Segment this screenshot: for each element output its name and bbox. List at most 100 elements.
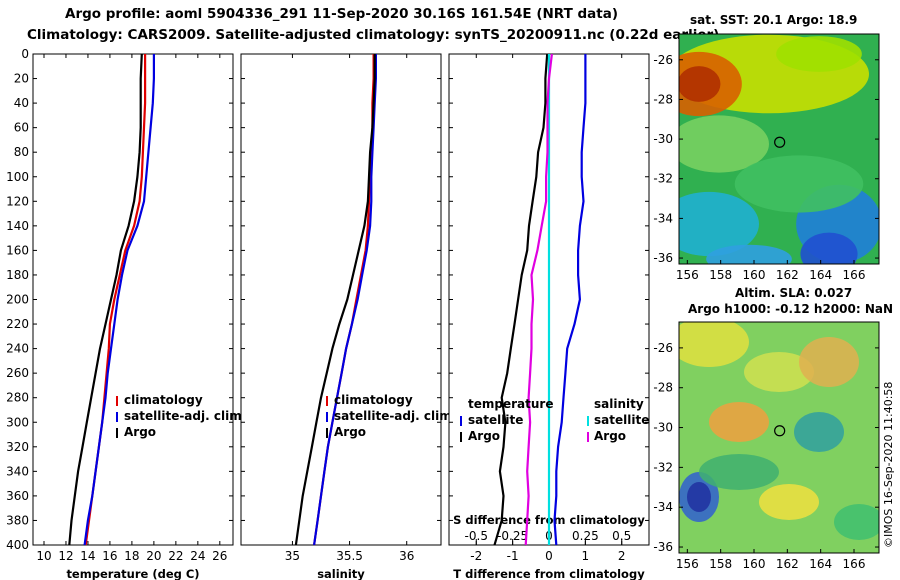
legend-label: satellite — [468, 413, 523, 427]
y-tick-label: 340 — [6, 464, 29, 478]
y-tick-label: 140 — [6, 219, 29, 233]
map-x-tick-label: 166 — [843, 557, 866, 571]
sst-patch — [679, 66, 721, 102]
legend-label: satellite — [594, 413, 649, 427]
map-y-tick-label: -32 — [653, 460, 673, 474]
map-y-tick-label: -36 — [653, 540, 673, 554]
series-line-satellite-adj-clim- — [313, 54, 377, 546]
sla-patch — [679, 322, 749, 367]
argo-position-marker — [774, 136, 786, 148]
map-field-sla — [679, 322, 879, 553]
panel-frame-salinity — [240, 53, 442, 546]
top-tick-label: 0.25 — [572, 529, 599, 543]
map-x-tick-label: 162 — [776, 268, 799, 282]
y-tick-label: 300 — [6, 415, 29, 429]
map-frame-sla — [678, 321, 880, 554]
panel-frame-temperature — [32, 53, 234, 546]
legend-title-temperature: temperature — [468, 397, 553, 411]
x-tick-label: 14 — [80, 549, 95, 563]
map-y-tick-label: -30 — [653, 132, 673, 146]
map-x-tick-label: 162 — [776, 557, 799, 571]
x-axis-label: T difference from climatology — [453, 567, 645, 580]
y-tick-label: 100 — [6, 170, 29, 184]
map-y-tick-label: -36 — [653, 251, 673, 265]
map-x-tick-label: 160 — [743, 557, 766, 571]
x-tick-label: 1 — [582, 549, 590, 563]
y-tick-label: 60 — [14, 121, 29, 135]
sla-patch — [794, 412, 844, 452]
x-tick-label: -1 — [507, 549, 519, 563]
y-tick-label: 280 — [6, 391, 29, 405]
sla-patch — [834, 504, 879, 540]
map-y-tick-label: -30 — [653, 421, 673, 435]
sst-patch — [734, 155, 864, 213]
sst-map-title: sat. SST: 20.1 Argo: 18.9 — [690, 13, 858, 27]
legend-label: satellite-adj. clim. — [124, 409, 246, 423]
map-y-tick-label: -34 — [653, 211, 673, 225]
series-line-t-argo — [493, 53, 549, 546]
y-tick-label: 360 — [6, 489, 29, 503]
x-tick-label: 0 — [545, 549, 553, 563]
y-tick-label: 40 — [14, 96, 29, 110]
legend-label: Argo — [468, 429, 500, 443]
x-tick-label: 26 — [212, 549, 227, 563]
y-tick-label: 320 — [6, 440, 29, 454]
x-tick-label: -2 — [470, 549, 482, 563]
y-tick-label: 220 — [6, 317, 29, 331]
top-tick-label: -0.5 — [465, 529, 488, 543]
legend-title-salinity: salinity — [594, 397, 644, 411]
x-axis-label: salinity — [317, 567, 365, 580]
sst-patch — [800, 232, 858, 264]
map-x-tick-label: 160 — [743, 268, 766, 282]
sla-patch — [759, 484, 819, 520]
legend-label: Argo — [124, 425, 156, 439]
x-tick-label: 20 — [146, 549, 161, 563]
map-y-tick-label: -34 — [653, 500, 673, 514]
legend-label: satellite-adj. clim. — [334, 409, 456, 423]
sla-patch — [709, 402, 769, 442]
x-tick-label: 24 — [190, 549, 205, 563]
x-tick-label: 36 — [399, 549, 414, 563]
x-tick-label: 16 — [102, 549, 117, 563]
map-sla — [678, 321, 880, 554]
x-tick-label: 35 — [285, 549, 300, 563]
map-frame-sst — [678, 33, 880, 265]
sla-patch — [744, 352, 814, 392]
y-tick-label: 80 — [14, 145, 29, 159]
x-tick-label: 35.5 — [336, 549, 363, 563]
sla-map-title-line2: Argo h1000: -0.12 h2000: NaN — [688, 302, 894, 316]
y-tick-label: 160 — [6, 243, 29, 257]
figure-title-line1: Argo profile: aoml 5904336_291 11-Sep-20… — [65, 6, 619, 22]
sla-patch — [699, 454, 779, 490]
map-x-tick-label: 164 — [809, 557, 832, 571]
figure-title-line2: Climatology: CARS2009. Satellite-adjuste… — [27, 27, 720, 43]
sst-patch — [679, 191, 759, 257]
y-tick-label: 260 — [6, 366, 29, 380]
y-tick-label: 120 — [6, 194, 29, 208]
x-tick-label: 2 — [618, 549, 626, 563]
sla-map-title-line1: Altim. SLA: 0.027 — [735, 286, 853, 300]
y-tick-label: 180 — [6, 268, 29, 282]
legend-label: climatology — [334, 393, 413, 407]
map-y-tick-label: -26 — [653, 341, 673, 355]
map-y-tick-label: -28 — [653, 381, 673, 395]
x-axis-label: temperature (deg C) — [66, 567, 199, 580]
map-sst — [678, 33, 880, 265]
map-x-tick-label: 156 — [676, 557, 699, 571]
series-line-argo — [294, 54, 376, 546]
map-x-tick-label: 158 — [709, 557, 732, 571]
map-x-tick-label: 164 — [809, 268, 832, 282]
series-line-t-satellite — [553, 54, 587, 546]
x-tick-label: 18 — [124, 549, 139, 563]
series-line-s-argo — [524, 53, 553, 546]
y-tick-label: 20 — [14, 72, 29, 86]
series-line-argo — [68, 53, 143, 546]
x-tick-label: 12 — [58, 549, 73, 563]
map-y-tick-label: -28 — [653, 92, 673, 106]
y-tick-label: 200 — [6, 293, 29, 307]
y-tick-label: 380 — [6, 513, 29, 527]
y-tick-label: 0 — [21, 47, 29, 61]
sst-patch — [776, 36, 862, 72]
legend-label: Argo — [334, 425, 366, 439]
